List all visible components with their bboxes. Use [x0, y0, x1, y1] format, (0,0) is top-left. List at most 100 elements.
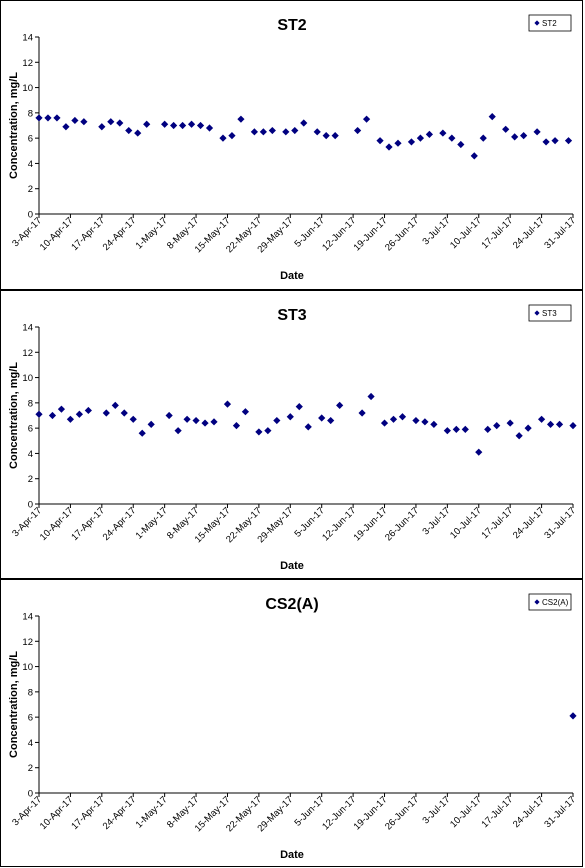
- data-point: [161, 120, 169, 128]
- x-axis-label: Date: [280, 849, 304, 861]
- data-point: [178, 121, 187, 130]
- data-point: [111, 401, 119, 409]
- legend: ST3: [528, 304, 572, 322]
- series-points: [569, 712, 577, 720]
- x-tick-label: 17-Jul-17: [480, 505, 516, 541]
- x-tick-label: 26-Jun-17: [383, 505, 421, 543]
- data-point: [313, 128, 321, 136]
- data-point: [304, 423, 312, 431]
- legend-marker: [534, 310, 540, 316]
- data-point: [201, 419, 209, 427]
- x-tick-label: 10-Jul-17: [448, 215, 484, 251]
- series-points: [35, 113, 573, 160]
- x-tick-label: 10-Apr-17: [38, 794, 76, 832]
- data-point: [125, 126, 133, 135]
- data-point: [268, 126, 276, 135]
- data-point: [62, 123, 70, 131]
- data-point: [398, 413, 407, 421]
- y-tick-label: 4: [28, 738, 33, 749]
- data-point: [443, 427, 451, 435]
- data-point: [134, 129, 142, 137]
- y-axis-label: Concentration, mg/L: [8, 651, 20, 758]
- y-axis-label: Concentration, mg/L: [8, 72, 20, 179]
- x-tick-label: 31-Jul-17: [542, 215, 578, 251]
- data-point: [524, 424, 532, 432]
- data-point: [98, 123, 106, 131]
- data-point: [264, 427, 272, 435]
- data-point: [407, 138, 416, 146]
- data-point: [412, 416, 420, 425]
- x-tick-label: 24-Jul-17: [511, 505, 547, 541]
- data-point: [430, 420, 438, 428]
- data-point: [183, 415, 191, 423]
- chart-title: CS2(A): [265, 596, 318, 613]
- data-point: [219, 134, 227, 142]
- data-point: [170, 121, 178, 130]
- x-tick-label: 17-Jul-17: [480, 215, 516, 251]
- x-axis-label: Date: [280, 270, 304, 282]
- y-tick-label: 12: [22, 348, 33, 359]
- data-point: [439, 129, 447, 137]
- data-point: [228, 132, 236, 140]
- data-point: [511, 133, 519, 141]
- legend-marker: [534, 599, 540, 605]
- y-tick-label: 10: [22, 83, 33, 94]
- chart-title: ST2: [277, 17, 306, 34]
- data-point: [448, 134, 456, 142]
- legend: CS2(A): [528, 593, 572, 611]
- data-point: [187, 120, 196, 128]
- x-tick-label: 24-Apr-17: [101, 794, 139, 832]
- chart-title: ST3: [277, 307, 306, 324]
- chart-st2: ST2024681012143-Apr-1710-Apr-1717-Apr-17…: [8, 14, 578, 282]
- data-point: [273, 416, 281, 425]
- x-axis-label: Date: [280, 560, 304, 572]
- x-tick-label: 17-Jul-17: [480, 794, 516, 830]
- data-point: [457, 140, 465, 149]
- data-point: [569, 422, 577, 430]
- data-point: [385, 143, 393, 151]
- y-tick-label: 10: [22, 662, 33, 673]
- data-point: [80, 118, 88, 126]
- data-point: [362, 115, 371, 123]
- chart-panel-st2: ST2 0 2 4 6 8 10 12 14 3-Apr-17 10-Apr-17 17-Apr-17…: [0, 0, 583, 290]
- data-point: [223, 400, 232, 408]
- y-tick-label: 8: [28, 108, 33, 119]
- data-point: [502, 125, 510, 133]
- x-tick-label: 10-Jul-17: [448, 794, 484, 830]
- legend-marker: [534, 20, 540, 26]
- data-point: [286, 413, 294, 421]
- legend: ST2: [528, 14, 572, 32]
- y-tick-label: 2: [28, 474, 33, 485]
- data-point: [327, 416, 335, 425]
- data-point: [138, 429, 146, 437]
- legend-label: CS2(A): [542, 598, 569, 607]
- data-point: [300, 119, 308, 127]
- data-point: [129, 415, 137, 423]
- data-point: [416, 134, 425, 142]
- y-tick-label: 2: [28, 184, 33, 195]
- data-point: [165, 411, 173, 420]
- x-tick-label: 26-Jun-17: [383, 794, 421, 832]
- data-point: [546, 420, 555, 428]
- data-point: [318, 414, 326, 422]
- data-point: [425, 130, 434, 138]
- data-point: [102, 409, 110, 417]
- data-point: [71, 116, 79, 125]
- x-tick-label: 1-May-17: [134, 215, 170, 251]
- chart-panel-cs2a: CS2(A) 0 2 4 6 8 10 12 14 3-Apr-17 10-Apr-17 17-Apr…: [0, 579, 583, 867]
- y-tick-label: 14: [22, 33, 33, 44]
- y-tick-label: 0: [28, 789, 33, 800]
- data-point: [394, 139, 402, 147]
- data-point: [196, 121, 205, 130]
- x-tick-label: 10-Jul-17: [448, 505, 484, 541]
- x-tick-label: 1-May-17: [134, 794, 170, 830]
- data-point: [210, 418, 218, 426]
- y-tick-label: 6: [28, 713, 33, 724]
- y-tick-label: 8: [28, 687, 33, 698]
- data-point: [174, 427, 182, 435]
- data-point: [107, 118, 115, 126]
- x-tick-label: 10-Apr-17: [38, 505, 76, 543]
- y-tick-label: 4: [28, 159, 33, 170]
- data-point: [376, 137, 384, 145]
- data-point: [84, 406, 92, 415]
